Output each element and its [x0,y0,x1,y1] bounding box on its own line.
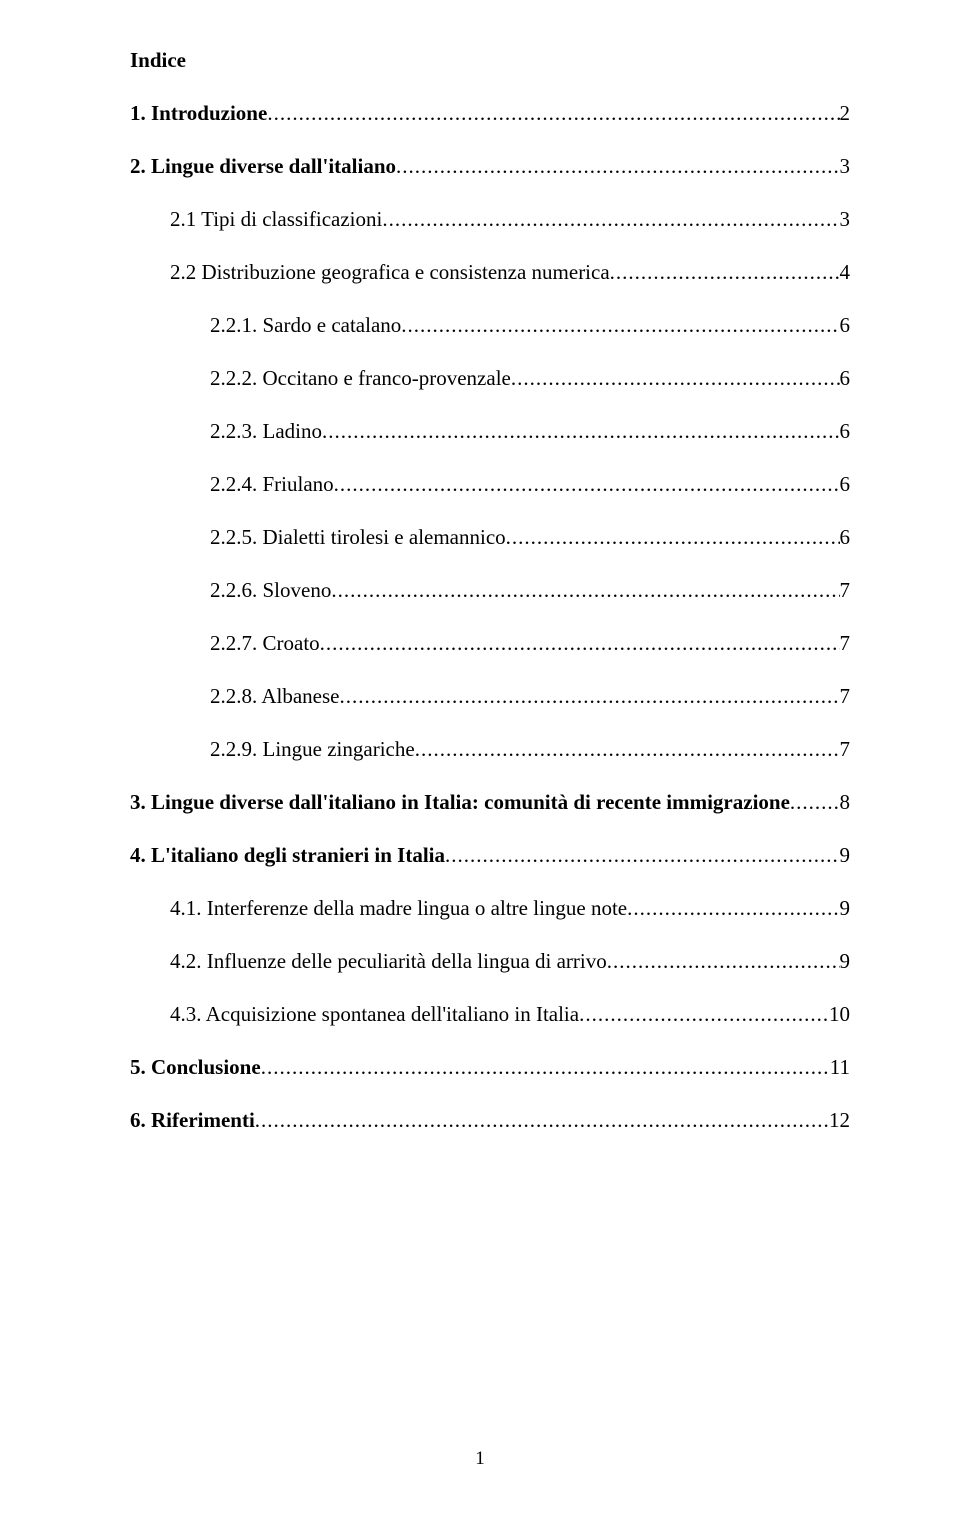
toc-leader [261,1055,830,1080]
toc-entry-label: 2.2.5. Dialetti tirolesi e alemannico [210,525,506,550]
toc-leader [382,207,839,232]
toc-entry-label: 4.3. Acquisizione spontanea dell'italian… [170,1002,579,1027]
toc-entry-page: 7 [840,737,851,762]
toc-leader [339,684,839,709]
toc-entry: 3. Lingue diverse dall'italiano in Itali… [130,790,850,815]
toc-entry-page: 3 [840,207,851,232]
toc-leader [790,790,840,815]
toc-entry-page: 3 [840,154,851,179]
toc-entry-page: 7 [840,631,851,656]
toc-entry-label: 4.1. Interferenze della madre lingua o a… [170,896,627,921]
toc-container: 1. Introduzione 2 2. Lingue diverse dall'i… [130,101,850,1133]
toc-entry: 2.2.9. Lingue zingariche 7 [130,737,850,762]
toc-leader [610,260,840,285]
toc-leader [396,154,839,179]
toc-entry-label: 2.2.1. Sardo e catalano [210,313,401,338]
toc-entry: 2.2.2. Occitano e franco-provenzale 6 [130,366,850,391]
toc-entry-page: 8 [840,790,851,815]
toc-entry: 2.2.7. Croato 7 [130,631,850,656]
toc-leader [331,578,839,603]
toc-entry-label: 2.2.8. Albanese [210,684,339,709]
toc-entry-label: 5. Conclusione [130,1055,261,1080]
toc-leader [255,1108,829,1133]
toc-entry: 2. Lingue diverse dall'italiano 3 [130,154,850,179]
toc-entry-label: 4. L'italiano degli stranieri in Italia [130,843,445,868]
toc-entry-label: 2. Lingue diverse dall'italiano [130,154,396,179]
toc-leader [401,313,839,338]
toc-entry-page: 6 [840,419,851,444]
toc-entry-page: 6 [840,313,851,338]
toc-entry: 2.2.4. Friulano 6 [130,472,850,497]
toc-entry-page: 10 [829,1002,850,1027]
toc-entry-label: 2.2.6. Sloveno [210,578,331,603]
toc-entry: 2.2.8. Albanese 7 [130,684,850,709]
toc-title: Indice [130,48,850,73]
toc-leader [415,737,840,762]
page-number: 1 [0,1448,960,1470]
toc-entry: 2.2.3. Ladino 6 [130,419,850,444]
toc-entry-label: 2.2 Distribuzione geografica e consisten… [170,260,610,285]
toc-entry-page: 7 [840,684,851,709]
toc-entry-page: 6 [840,366,851,391]
toc-leader [322,419,840,444]
toc-entry-page: 12 [829,1108,850,1133]
toc-leader [334,472,840,497]
toc-entry: 4.3. Acquisizione spontanea dell'italian… [130,1002,850,1027]
toc-entry-label: 2.2.9. Lingue zingariche [210,737,415,762]
toc-entry-label: 6. Riferimenti [130,1108,255,1133]
toc-entry-label: 2.2.7. Croato [210,631,320,656]
toc-entry-page: 9 [840,843,851,868]
toc-entry-label: 2.2.2. Occitano e franco-provenzale [210,366,511,391]
toc-entry: 2.2.1. Sardo e catalano 6 [130,313,850,338]
toc-entry: 2.2.6. Sloveno 7 [130,578,850,603]
toc-entry-label: 2.2.3. Ladino [210,419,322,444]
toc-entry: 2.1 Tipi di classificazioni 3 [130,207,850,232]
toc-entry-label: 2.1 Tipi di classificazioni [170,207,382,232]
toc-entry-label: 1. Introduzione [130,101,267,126]
toc-entry: 6. Riferimenti 12 [130,1108,850,1133]
toc-entry-page: 7 [840,578,851,603]
toc-leader [607,949,840,974]
toc-entry-page: 2 [840,101,851,126]
toc-entry-page: 9 [840,896,851,921]
toc-entry-label: 2.2.4. Friulano [210,472,334,497]
toc-entry-page: 6 [840,472,851,497]
toc-entry: 1. Introduzione 2 [130,101,850,126]
toc-leader [506,525,840,550]
toc-entry-label: 3. Lingue diverse dall'italiano in Itali… [130,790,790,815]
toc-entry-page: 6 [840,525,851,550]
toc-entry: 2.2 Distribuzione geografica e consisten… [130,260,850,285]
toc-entry: 2.2.5. Dialetti tirolesi e alemannico 6 [130,525,850,550]
toc-entry: 4. L'italiano degli stranieri in Italia 9 [130,843,850,868]
toc-leader [511,366,840,391]
toc-entry-page: 11 [830,1055,850,1080]
toc-entry: 4.2. Influenze delle peculiarità della l… [130,949,850,974]
toc-leader [579,1002,829,1027]
toc-leader [320,631,840,656]
toc-entry-label: 4.2. Influenze delle peculiarità della l… [170,949,607,974]
toc-entry-page: 9 [840,949,851,974]
toc-leader [267,101,839,126]
toc-entry-page: 4 [840,260,851,285]
toc-leader [627,896,839,921]
toc-entry: 5. Conclusione 11 [130,1055,850,1080]
toc-entry: 4.1. Interferenze della madre lingua o a… [130,896,850,921]
toc-leader [445,843,839,868]
